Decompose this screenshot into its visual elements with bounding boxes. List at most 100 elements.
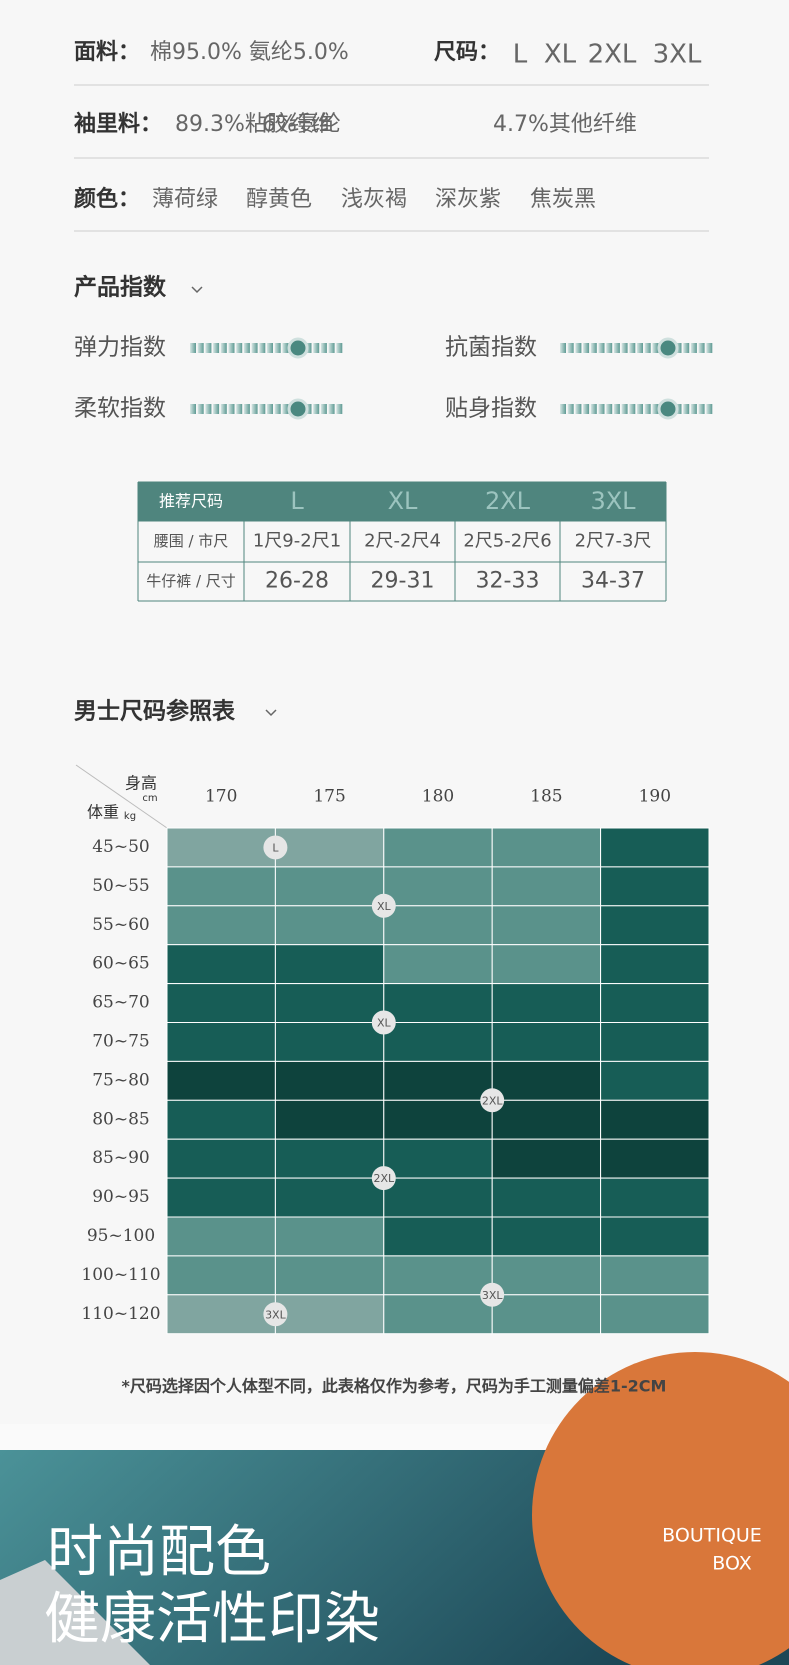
slider-seg (251, 343, 258, 353)
chart-cell (166, 1099, 276, 1140)
slider-seg (637, 404, 643, 414)
chart-cell (274, 905, 385, 946)
chart-cell (383, 1022, 493, 1062)
slider-seg (220, 404, 227, 414)
table-header: XL (388, 487, 418, 515)
slider-knob (287, 398, 309, 420)
spec-value: 薄荷绿 (152, 187, 218, 212)
size-badge (371, 893, 396, 918)
slider-seg (606, 404, 613, 414)
size-badge (371, 1010, 396, 1035)
slider-seg (243, 343, 250, 353)
chart-cell (383, 944, 493, 985)
slider-knob (287, 337, 309, 359)
spec-label: 颜色： (74, 186, 140, 212)
slider-seg (606, 343, 613, 353)
slider-seg (313, 343, 320, 353)
corner-diagonal (75, 764, 168, 829)
slider-seg (690, 404, 697, 414)
size-value: L (513, 40, 528, 70)
chart-cell (600, 1177, 710, 1218)
spec-label: 面料： (74, 40, 140, 65)
banner-badge: BOX (712, 1553, 751, 1575)
slider-seg (683, 343, 690, 353)
section-title: 男士尺码参照表 (74, 698, 236, 725)
table-cell: 1尺9-2尺1 (253, 531, 341, 552)
slider-seg (690, 343, 697, 353)
table-cell: 2尺7-3尺 (575, 531, 652, 552)
corner-label: kg (124, 811, 136, 822)
chart-cell (600, 1255, 710, 1296)
slider-seg (213, 343, 220, 353)
chart-cell (166, 1022, 276, 1062)
slider-seg (629, 343, 636, 353)
chart-cell (600, 905, 710, 946)
chart-cell (491, 983, 602, 1023)
slider-seg (621, 404, 628, 414)
badge-text: 2XL (373, 1172, 395, 1185)
slider-seg (228, 404, 235, 414)
slider-seg (590, 404, 597, 414)
chart-cell (274, 1294, 385, 1335)
slider-seg (267, 404, 273, 414)
badge-text: 3XL (265, 1308, 287, 1321)
spec-value: 6%氨纶 (262, 112, 341, 137)
badge-text: 2XL (482, 1094, 504, 1107)
chevron (191, 286, 277, 717)
chart-cell (600, 1216, 710, 1257)
slider-seg (637, 343, 643, 353)
corner-label: cm (142, 793, 157, 804)
slider-seg (328, 404, 335, 414)
chart-cell (600, 1099, 710, 1140)
banner-title: 时尚配色 (47, 1520, 271, 1585)
banner (0, 1352, 789, 1665)
chart-cell (600, 1138, 710, 1179)
slider-seg (567, 404, 574, 414)
slider-seg (336, 343, 343, 353)
spec-value: 深灰紫 (435, 187, 501, 212)
chart-cell (166, 983, 276, 1023)
weight-label: 45~50 (92, 837, 150, 857)
section-title: 产品指数 (74, 274, 167, 301)
corner-label: 体重 (87, 803, 119, 822)
slider-seg (320, 343, 327, 353)
size-badge (263, 835, 288, 860)
chart-cell (383, 827, 493, 868)
chart-cell (491, 1177, 602, 1218)
chart-cell (383, 1099, 493, 1140)
badge-text: 3XL (482, 1289, 504, 1302)
chart-cell (166, 1294, 276, 1335)
chart-cell (491, 905, 602, 946)
slider-seg (313, 404, 320, 414)
chart-cell (274, 1138, 385, 1179)
weight-label: 90~95 (92, 1187, 150, 1207)
chart-cell (491, 1099, 602, 1140)
size-badge (480, 1282, 505, 1307)
chart-cell (166, 1216, 276, 1257)
chart-cell (166, 1255, 276, 1296)
slider-seg (629, 404, 636, 414)
slider-seg (583, 343, 590, 353)
chart-cell (274, 1255, 385, 1296)
corner-label: 身高 (125, 774, 157, 793)
table-header: 推荐尺码 (159, 492, 223, 511)
slider-seg (205, 343, 212, 353)
chart-cell (491, 1294, 602, 1335)
chart-cell (600, 827, 710, 868)
slider-seg (197, 343, 204, 353)
slider-seg (320, 404, 327, 414)
chart-cell (383, 1138, 493, 1179)
weight-label: 50~55 (92, 876, 150, 896)
table-header: 3XL (590, 487, 636, 515)
chart-cell (383, 1255, 493, 1296)
size-badge (480, 1088, 505, 1113)
weight-label: 95~100 (87, 1226, 155, 1246)
spec-value: 89.3%粘胶纤维 (175, 112, 333, 137)
slider-seg (236, 343, 243, 353)
chart-cell (491, 827, 602, 868)
slider-seg (259, 404, 266, 414)
slider-seg (259, 343, 266, 353)
slider-seg (282, 343, 289, 353)
slider-seg (698, 404, 705, 414)
weight-label: 60~65 (92, 954, 150, 974)
